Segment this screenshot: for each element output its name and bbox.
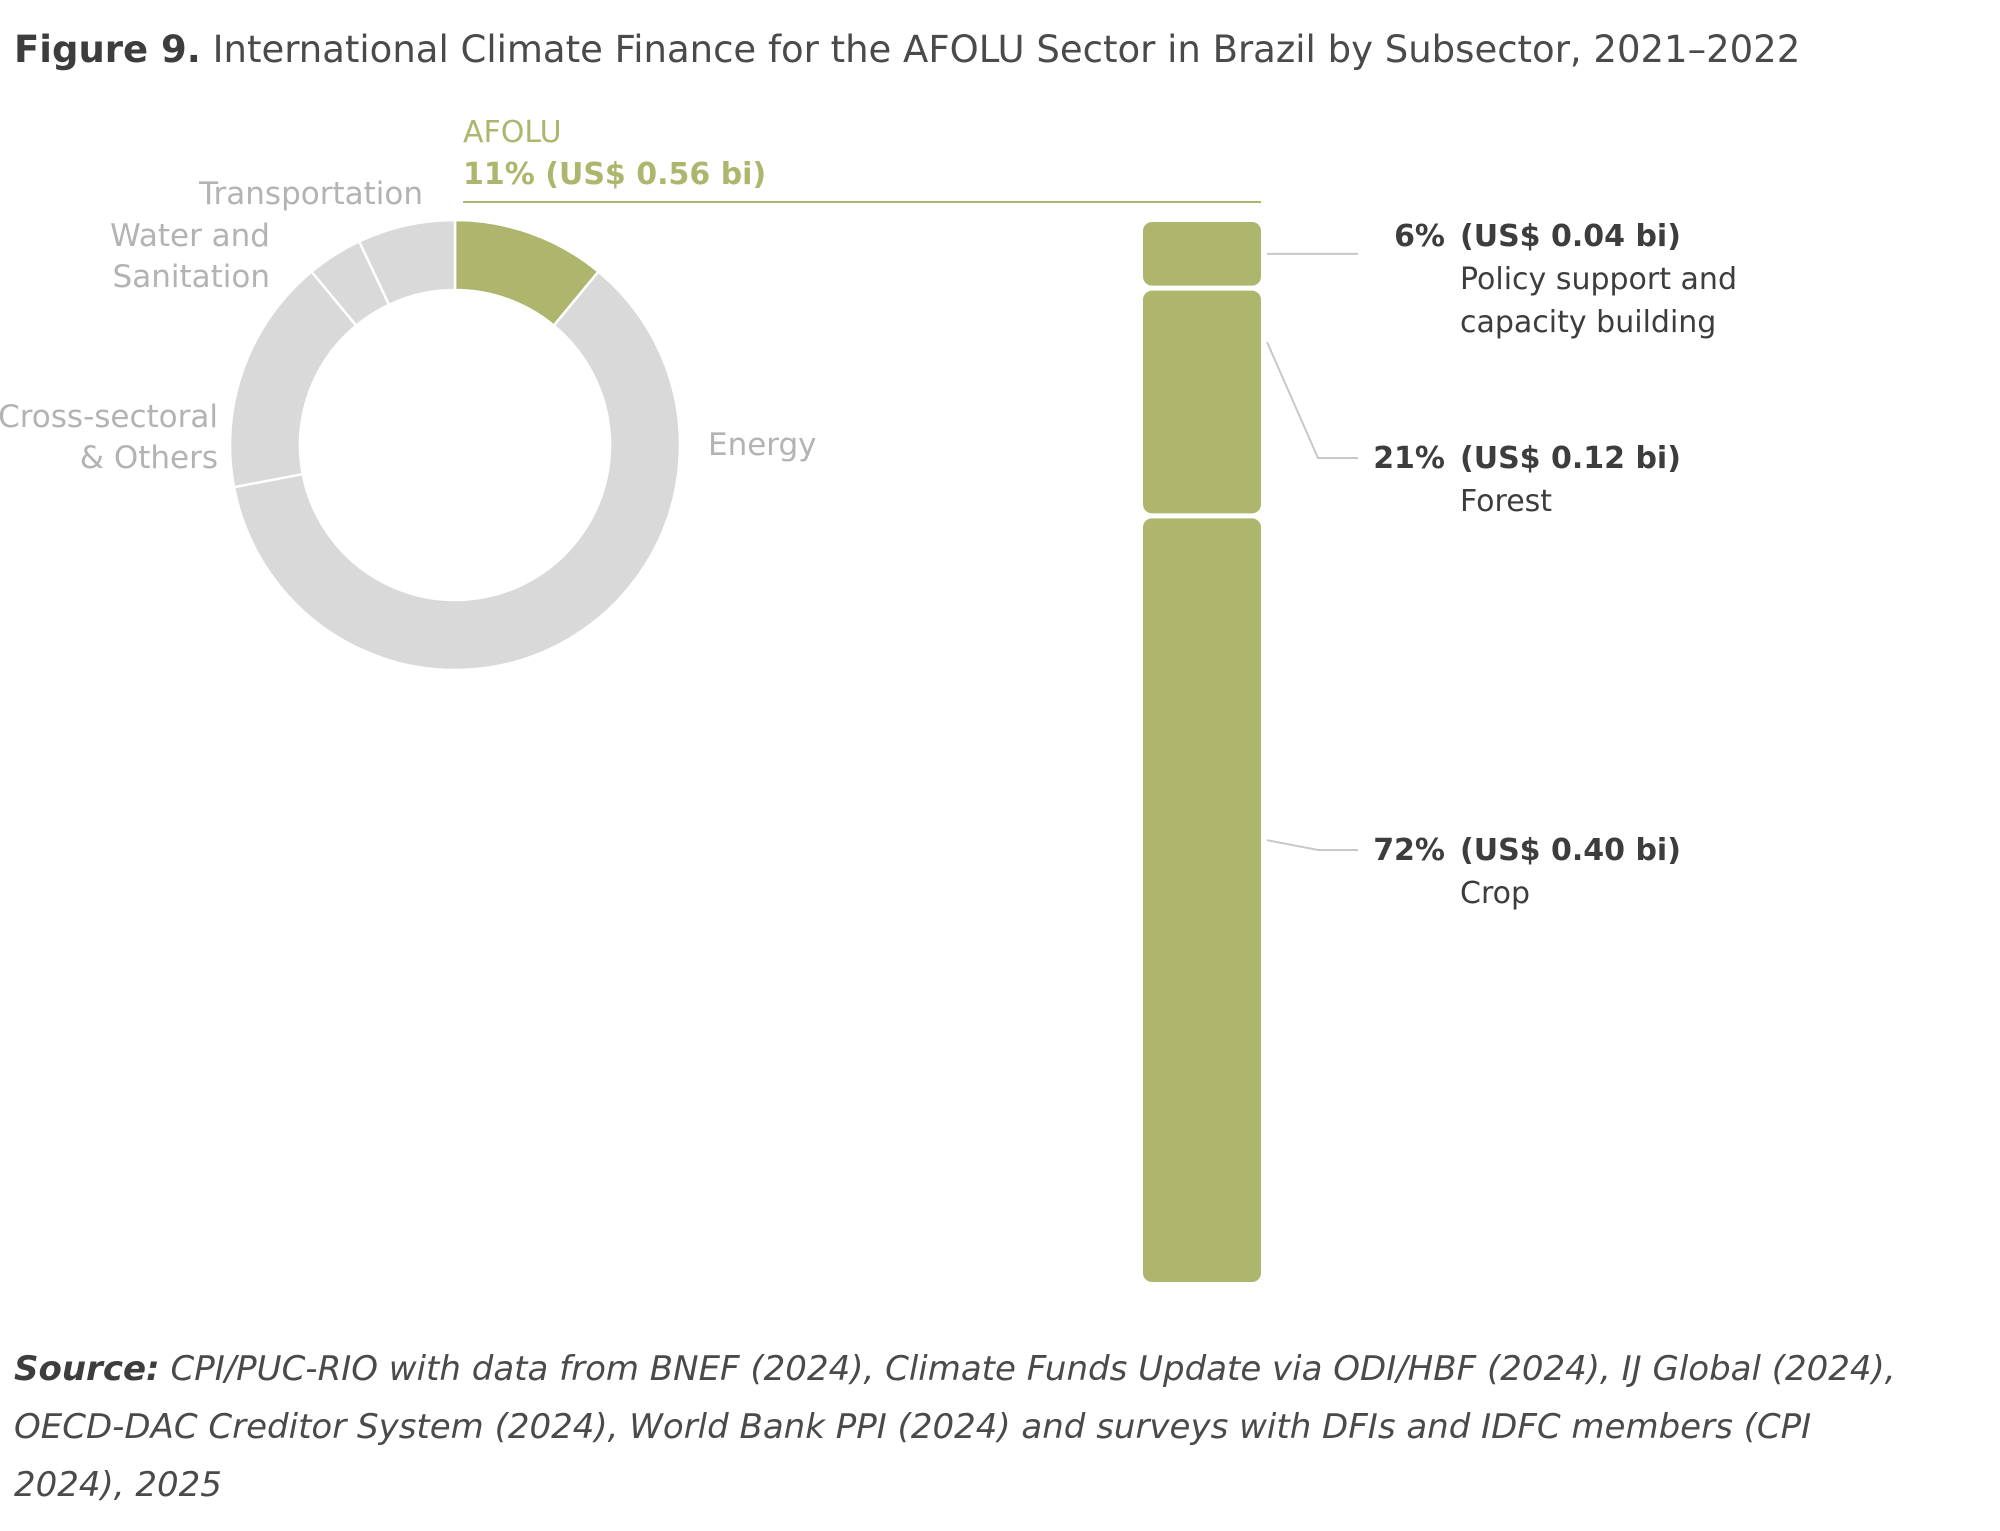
bar-category-label-policy-support-and-capacity-building: Policy support and xyxy=(1460,262,1737,297)
bar-segment-crop xyxy=(1143,518,1261,1282)
bar-pct-label-forest: 21% xyxy=(1373,441,1445,476)
afolu-callout-label: AFOLU xyxy=(463,115,562,150)
donut-slice-energy xyxy=(232,269,682,672)
bar-connector-crop xyxy=(1266,839,1358,851)
bar-connector-forest xyxy=(1266,341,1358,459)
source-note: Source: CPI/PUC-RIO with data from BNEF … xyxy=(14,1340,1914,1514)
figure-label: Figure 9. xyxy=(14,28,201,71)
bar-pct-label-policy-support-and-capacity-building: 6% xyxy=(1394,219,1445,254)
bar-category-label-crop: Crop xyxy=(1460,876,1530,911)
donut-label-transportation: Transportation xyxy=(198,176,423,212)
donut-label-energy: Energy xyxy=(708,427,817,463)
donut-label-cross-sectoral-others: Cross-sectoral xyxy=(0,399,218,435)
donut-slice-transportation xyxy=(357,218,457,307)
source-label: Source: xyxy=(14,1349,160,1389)
donut-label-cross-sectoral-others: & Others xyxy=(80,440,218,476)
donut-label-water-and-sanitation: Water and xyxy=(110,218,270,254)
figure-title-text: International Climate Finance for the AF… xyxy=(212,28,1801,71)
bar-category-label-forest: Forest xyxy=(1460,484,1552,519)
source-text: CPI/PUC-RIO with data from BNEF (2024), … xyxy=(14,1349,1896,1505)
bar-amount-label-crop: (US$ 0.40 bi) xyxy=(1460,833,1681,868)
figure-canvas: Energy Cross-sectoral & Others Water and San… xyxy=(0,115,1737,1282)
chart-title: Figure 9. International Climate Finance … xyxy=(14,28,1800,71)
bar-amount-label-forest: (US$ 0.12 bi) xyxy=(1460,441,1681,476)
bar-pct-label-crop: 72% xyxy=(1373,833,1445,868)
bar-segment-policy-support-and-capacity-building xyxy=(1143,222,1261,286)
bar-segment-forest xyxy=(1143,290,1261,514)
afolu-callout-value: 11% (US$ 0.56 bi) xyxy=(463,157,766,192)
donut-label-water-and-sanitation: Sanitation xyxy=(113,259,270,295)
bar-amount-label-policy-support-and-capacity-building: (US$ 0.04 bi) xyxy=(1460,219,1681,254)
bar-category-label-policy-support-and-capacity-building: capacity building xyxy=(1460,305,1716,340)
